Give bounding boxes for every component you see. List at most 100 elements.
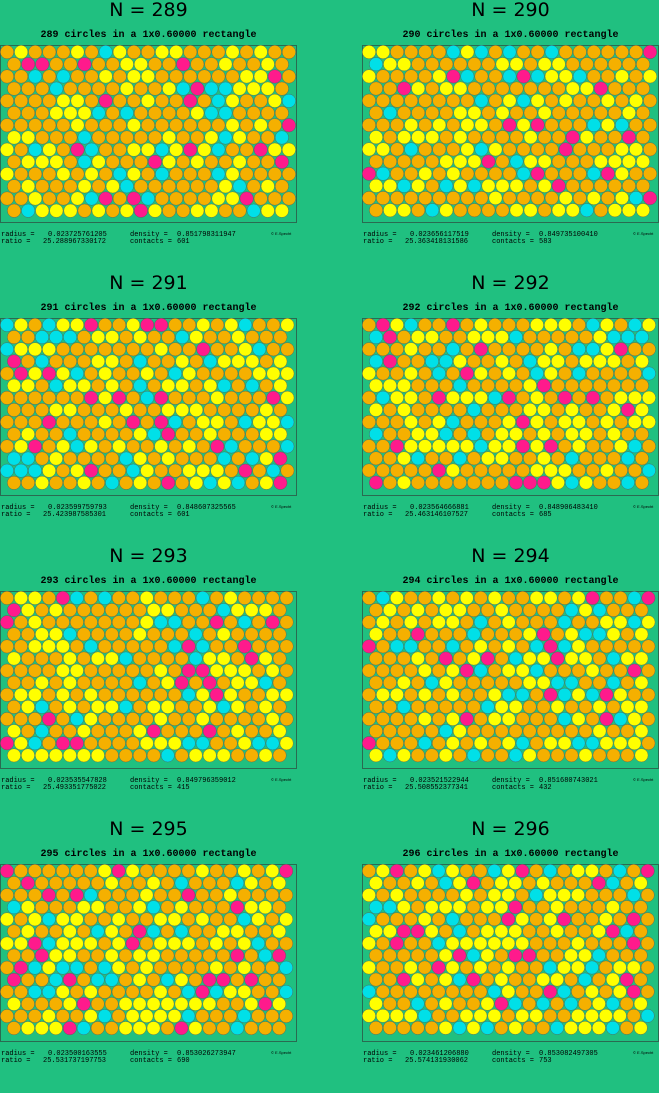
packed-circle <box>84 69 99 84</box>
packed-circle <box>557 912 571 927</box>
packed-circle <box>411 627 425 642</box>
packed-circle <box>544 166 559 181</box>
packed-circle <box>460 342 474 357</box>
packed-circle <box>410 924 425 939</box>
packed-circle <box>523 203 538 218</box>
packed-circle <box>279 888 294 903</box>
packed-circle <box>403 1008 418 1023</box>
packed-circle <box>509 354 523 369</box>
ratio-label: ratio = <box>363 238 392 246</box>
packed-circle <box>383 402 397 417</box>
packed-circle <box>209 663 224 678</box>
packed-circle <box>175 427 190 442</box>
packed-circle <box>63 179 78 194</box>
packed-circle <box>488 463 502 478</box>
packed-circle <box>14 318 28 332</box>
packed-circle <box>599 936 613 951</box>
packed-circle <box>147 403 162 417</box>
packed-circle <box>224 415 239 430</box>
packed-circle <box>572 93 587 108</box>
packed-circle <box>622 81 636 96</box>
packed-circle <box>195 736 210 751</box>
packed-circle <box>203 451 218 466</box>
packed-circle <box>167 591 182 605</box>
packed-circle <box>424 900 439 915</box>
packed-circle <box>111 960 126 975</box>
packed-circle <box>634 627 649 642</box>
packed-circle <box>258 603 273 617</box>
packed-circle <box>445 687 460 702</box>
packed-circle <box>91 179 106 194</box>
packed-circle <box>634 748 649 763</box>
packed-circle <box>244 675 259 690</box>
contacts-label: contacts = <box>492 1057 534 1065</box>
packed-circle <box>439 105 454 120</box>
packed-circle <box>629 166 643 181</box>
packed-circle <box>467 427 481 441</box>
packed-circle <box>612 936 627 951</box>
packed-circle <box>473 1008 488 1023</box>
packed-circle <box>63 427 78 442</box>
packed-circle <box>515 960 530 975</box>
packed-circle <box>167 615 182 630</box>
packed-circle <box>487 864 502 878</box>
packed-circle <box>281 45 296 59</box>
packed-circle <box>516 390 530 405</box>
packed-circle <box>494 724 509 738</box>
packed-circle <box>585 984 599 999</box>
packed-circle <box>537 330 551 345</box>
packed-circle <box>599 960 613 975</box>
packed-circle <box>56 118 71 133</box>
packed-circle <box>362 663 376 678</box>
packed-circle <box>453 105 468 120</box>
packed-circle <box>139 888 154 903</box>
packed-circle <box>35 427 49 442</box>
packed-circle <box>453 154 468 169</box>
packed-circle <box>126 318 141 332</box>
packed-circle <box>119 378 134 393</box>
packed-circle <box>515 591 530 605</box>
packed-circle <box>473 736 488 751</box>
packed-circle <box>411 402 425 417</box>
packed-circle <box>459 687 474 702</box>
packed-circle <box>599 639 614 654</box>
packed-circle <box>21 179 36 194</box>
ratio-label: ratio = <box>363 784 392 792</box>
packed-circle <box>104 627 119 642</box>
packed-circle <box>49 354 63 369</box>
packed-circle <box>196 318 211 332</box>
packed-circle <box>459 615 474 630</box>
packed-circle <box>522 948 537 963</box>
packed-circle <box>223 736 238 751</box>
packed-circle <box>564 675 579 690</box>
packed-circle <box>140 366 155 381</box>
packed-circle <box>28 167 43 182</box>
packed-circle <box>133 81 148 96</box>
packed-circle <box>148 81 162 96</box>
packed-circle <box>217 451 232 466</box>
packed-circle <box>272 603 287 617</box>
packed-circle <box>390 45 405 59</box>
packed-circle <box>49 81 64 96</box>
packed-circle <box>139 712 154 726</box>
packed-circle <box>189 330 204 345</box>
packed-circle <box>369 475 383 490</box>
packed-circle <box>424 996 439 1011</box>
packed-circle <box>474 439 488 454</box>
packed-circle <box>608 178 622 193</box>
packed-circle <box>0 712 14 726</box>
packed-circle <box>14 864 28 878</box>
credit: © E.Specht <box>633 231 654 236</box>
packed-circle <box>571 912 585 927</box>
packed-circle <box>537 402 551 417</box>
packed-circle <box>571 1008 585 1023</box>
packed-circle <box>153 591 168 605</box>
packed-circle <box>488 342 502 357</box>
packed-circle <box>445 1008 460 1023</box>
packed-circle <box>530 318 544 332</box>
packed-circle <box>605 972 620 987</box>
packed-circle <box>28 615 42 630</box>
packed-circle <box>473 712 488 726</box>
